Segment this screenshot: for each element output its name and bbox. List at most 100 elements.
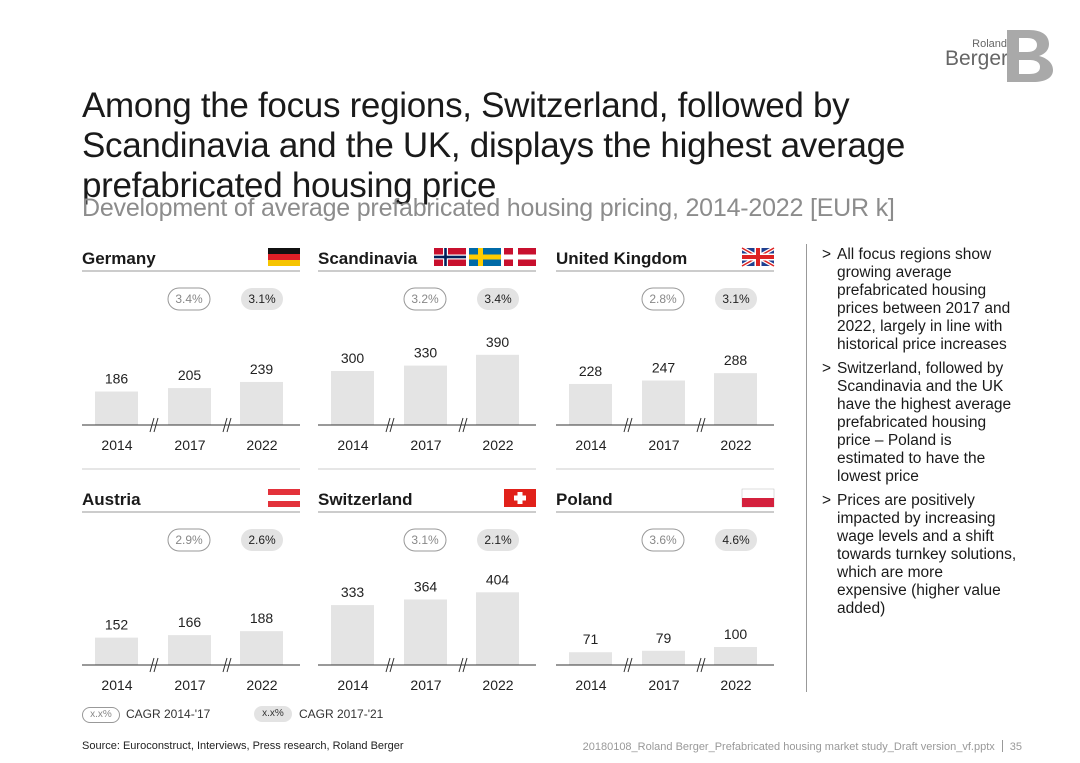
- chart-title: Germany: [82, 249, 156, 268]
- axis-break-mark: [696, 657, 706, 673]
- data-label: 330: [414, 345, 438, 361]
- germany-flag-icon: [268, 248, 300, 266]
- slide-subtitle: Development of average prefabricated hou…: [82, 194, 895, 222]
- flag-cross: [434, 255, 466, 259]
- legend-cagr1-label: CAGR 2014-'17: [126, 707, 211, 721]
- axis-break-stroke: [389, 657, 395, 673]
- chart-panel-switzerland: Switzerland: [318, 490, 412, 509]
- data-label: 247: [652, 360, 676, 376]
- x-tick-label: 2022: [482, 677, 513, 693]
- x-tick-label: 2022: [246, 437, 277, 453]
- x-tick-label: 2017: [648, 677, 679, 693]
- flag-cross: [504, 254, 536, 260]
- cagr-2017-2021-label: 3.1%: [248, 292, 276, 306]
- flag-stripe: [742, 498, 774, 507]
- axis-break-stroke: [222, 657, 228, 673]
- bar: [714, 647, 757, 665]
- x-tick-label: 2022: [720, 677, 751, 693]
- cagr-2017-2021-label: 2.1%: [484, 533, 512, 547]
- flag-stripe: [268, 260, 300, 266]
- logo-line2: Berger: [944, 47, 1008, 70]
- flag-stripe: [268, 248, 300, 254]
- x-tick-label: 2022: [720, 437, 751, 453]
- axis-break-stroke: [623, 417, 629, 433]
- roland-berger-logo: Roland Berger: [945, 30, 1065, 82]
- austria-flag-icon: [268, 489, 300, 507]
- cagr-2014-2017-pill: [403, 528, 447, 552]
- axis-break-stroke: [696, 417, 702, 433]
- x-tick-label: 2017: [648, 437, 679, 453]
- data-label: 205: [178, 367, 202, 383]
- cagr-2017-2021-label: 3.4%: [484, 292, 512, 306]
- cagr-2014-2017-label: 2.9%: [175, 533, 203, 547]
- cagr-2017-2021-pill: [715, 529, 757, 551]
- x-tick-label: 2022: [482, 437, 513, 453]
- axis-break-stroke: [153, 657, 159, 673]
- logo-b-mark-icon: [1007, 30, 1053, 82]
- data-label: 71: [583, 631, 599, 647]
- footer-filename: 20180108_Roland Berger_Prefabricated hou…: [582, 741, 995, 753]
- cagr-2017-2021-pill: [477, 288, 519, 310]
- bar: [476, 592, 519, 665]
- axis-break-mark: [623, 417, 633, 433]
- bullet-text: Switzerland, followed by Scandinavia and…: [837, 360, 1012, 485]
- bullet-marker: >: [822, 492, 832, 509]
- bar: [95, 637, 138, 665]
- bar: [569, 383, 612, 425]
- axis-break-stroke: [226, 657, 232, 673]
- bar: [168, 388, 211, 425]
- charts-area: Germany 3.4% 3.1% 186 2014 205 2017 239 2022 Scan…: [82, 246, 775, 693]
- bar: [476, 354, 519, 425]
- bar: [240, 381, 283, 425]
- axis-break-mark: [385, 417, 395, 433]
- bullet-text: All focus regions show growing average p…: [837, 246, 1011, 353]
- data-label: 288: [724, 352, 748, 368]
- data-label: 300: [341, 350, 365, 366]
- flag-stripe: [268, 501, 300, 507]
- legend-cagr2-label: CAGR 2017-'21: [299, 707, 384, 721]
- data-label: 404: [486, 571, 510, 587]
- chart-title: Switzerland: [318, 490, 412, 509]
- data-label: 228: [579, 363, 603, 379]
- data-label: 333: [341, 584, 365, 600]
- axis-break-stroke: [700, 417, 706, 433]
- cagr-2014-2017-pill: [167, 528, 211, 552]
- axis-break-mark: [696, 417, 706, 433]
- legend-pill-cagr1: x.x%: [82, 707, 120, 723]
- x-tick-label: 2014: [101, 437, 132, 453]
- x-tick-label: 2017: [174, 437, 205, 453]
- cagr-2014-2017-pill: [641, 528, 685, 552]
- cagr-2017-2021-pill: [715, 288, 757, 310]
- axis-break-mark: [623, 657, 633, 673]
- cagr-2014-2017-pill: [641, 287, 685, 311]
- bar: [642, 650, 685, 665]
- bullet-marker: >: [822, 246, 832, 263]
- cagr-2017-2021-label: 2.6%: [248, 533, 276, 547]
- bar: [714, 373, 757, 425]
- axis-break-mark: [458, 417, 468, 433]
- cagr-2014-2017-label: 3.6%: [649, 533, 677, 547]
- axis-break-stroke: [226, 417, 232, 433]
- cagr-2014-2017-pill: [403, 287, 447, 311]
- flag-cross: [469, 254, 501, 260]
- axis-break-stroke: [627, 657, 633, 673]
- legend-pill-cagr2: x.x%: [254, 706, 292, 722]
- cagr-2017-2021-pill: [241, 529, 283, 551]
- bar: [404, 599, 447, 665]
- bar: [168, 635, 211, 665]
- flag-cross: [742, 255, 774, 259]
- bullet-item: > Prices are positively impacted by incre…: [822, 492, 1017, 618]
- x-tick-label: 2014: [101, 677, 132, 693]
- data-label: 364: [414, 578, 438, 594]
- axis-break-mark: [149, 657, 159, 673]
- axis-break-stroke: [149, 657, 155, 673]
- bullet-list: > All focus regions show growing average …: [822, 246, 1017, 624]
- logo-line1: Roland: [972, 38, 1007, 50]
- chart-panel-germany: Germany: [82, 249, 156, 268]
- bar: [642, 380, 685, 425]
- axis-break-stroke: [462, 657, 468, 673]
- source-note: Source: Euroconstruct, Interviews, Press…: [82, 740, 404, 752]
- data-label: 166: [178, 614, 202, 630]
- axis-break-stroke: [153, 417, 159, 433]
- data-label: 100: [724, 626, 748, 642]
